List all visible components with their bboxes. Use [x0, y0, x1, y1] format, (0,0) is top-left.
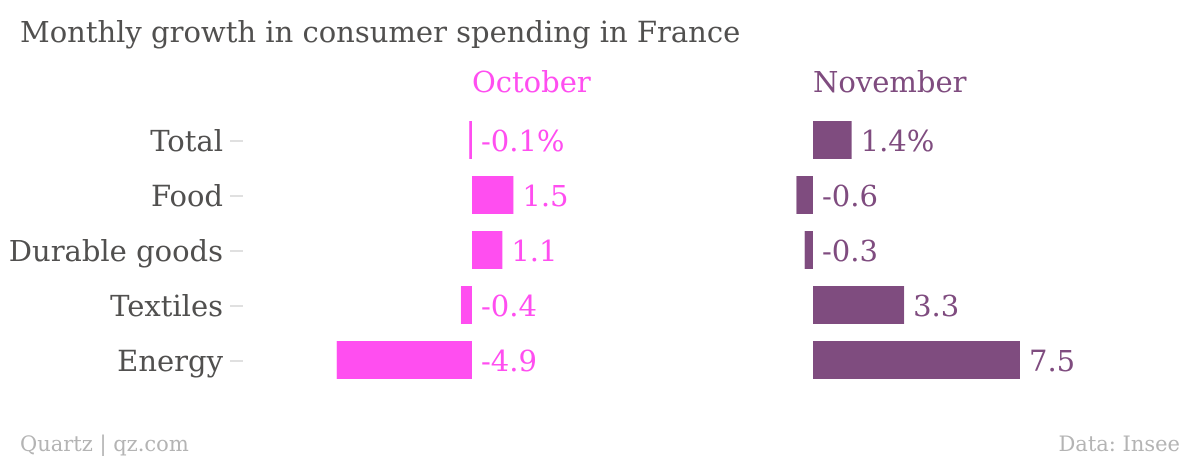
- data-label: 1.4%: [861, 124, 935, 158]
- bar: [472, 176, 514, 214]
- series-title: November: [813, 65, 967, 99]
- category-label: Food: [151, 179, 223, 213]
- bar: [813, 286, 905, 324]
- data-label: 3.3: [913, 289, 959, 323]
- category-label: Durable goods: [9, 234, 223, 268]
- data-label: -0.3: [822, 234, 878, 268]
- bar: [460, 286, 472, 324]
- bar: [469, 121, 472, 159]
- series-panel: October -0.1% 1.5 1.1 -0.4 -4.9: [336, 65, 591, 379]
- data-label: -0.1%: [481, 124, 564, 158]
- data-label: -4.9: [481, 344, 537, 378]
- category-labels: Total Food Durable goods Textiles Energy: [9, 124, 243, 378]
- bar: [796, 176, 813, 214]
- bar: [336, 341, 472, 379]
- data-label: 7.5: [1029, 344, 1075, 378]
- series-title: October: [472, 65, 591, 99]
- chart-title: Monthly growth in consumer spending in F…: [20, 15, 740, 49]
- data-label: 1.1: [511, 234, 557, 268]
- source-credit: Quartz | qz.com: [20, 432, 189, 457]
- bar: [804, 231, 813, 269]
- data-label: -0.6: [822, 179, 878, 213]
- category-label: Total: [150, 124, 223, 158]
- bar: [813, 341, 1020, 379]
- category-label: Energy: [117, 344, 223, 378]
- data-label: 1.5: [522, 179, 568, 213]
- data-label: -0.4: [481, 289, 537, 323]
- bar: [472, 231, 503, 269]
- series-panel: November 1.4% -0.6 -0.3 3.3 7.5: [796, 65, 1075, 379]
- category-label: Textiles: [110, 289, 223, 323]
- series-panels: October -0.1% 1.5 1.1 -0.4 -4.9 November 1.4% -0…: [336, 65, 1075, 379]
- bar: [813, 121, 852, 159]
- data-source: Data: Insee: [1058, 432, 1180, 456]
